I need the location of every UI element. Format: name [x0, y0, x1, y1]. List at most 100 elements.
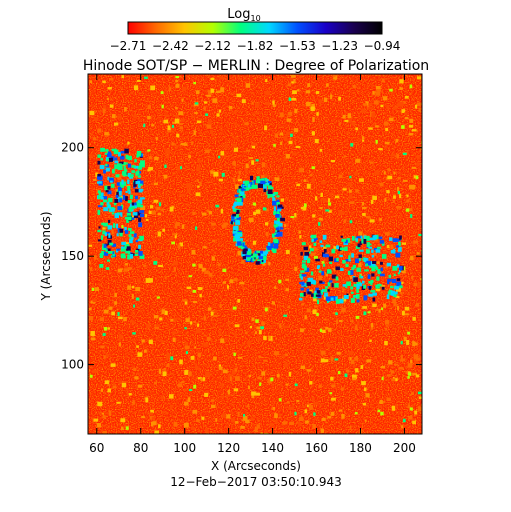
heatmap-cell: [316, 312, 319, 317]
x-tick-label: 80: [133, 441, 148, 455]
heatmap-cell: [186, 188, 191, 194]
heatmap-cell: [276, 202, 280, 206]
heatmap-cell: [371, 237, 376, 241]
heatmap-cell: [320, 192, 323, 198]
heatmap-cell: [158, 264, 163, 268]
heatmap-cell: [229, 80, 233, 83]
heatmap-cell: [298, 167, 304, 173]
heatmap-cell: [252, 258, 255, 262]
x-tick-label: 160: [305, 441, 328, 455]
heatmap-cell: [409, 118, 414, 123]
heatmap-cell: [264, 250, 269, 254]
heatmap-cell: [156, 336, 159, 340]
heatmap-cell: [115, 223, 119, 229]
heatmap-cell: [268, 335, 271, 340]
heatmap-cell: [395, 295, 400, 299]
heatmap-cell: [351, 267, 355, 270]
heatmap-cell: [358, 231, 363, 236]
heatmap-cell: [263, 359, 267, 362]
heatmap-cell: [379, 261, 383, 265]
heatmap-cell: [343, 219, 347, 223]
heatmap-cell: [408, 133, 414, 136]
heatmap-cell: [393, 273, 396, 277]
heatmap-cell: [206, 124, 212, 129]
heatmap-cell: [385, 327, 388, 331]
heatmap-cell: [265, 179, 269, 182]
heatmap-cell: [401, 242, 407, 245]
heatmap-cell: [378, 236, 383, 240]
heatmap-cell: [412, 316, 416, 321]
heatmap-cell: [164, 276, 167, 279]
heatmap-cell: [249, 325, 253, 329]
heatmap-cell: [184, 345, 190, 350]
heatmap-cell: [256, 424, 260, 429]
heatmap-cell: [368, 293, 374, 297]
heatmap-cell: [131, 237, 134, 240]
heatmap-cell: [387, 168, 391, 172]
heatmap-cell: [103, 105, 107, 110]
heatmap-cell: [221, 224, 227, 228]
heatmap-cell: [181, 224, 185, 229]
heatmap-cell: [294, 213, 297, 218]
heatmap-cell: [238, 356, 243, 359]
heatmap-cell: [398, 269, 402, 273]
heatmap-cell: [241, 260, 245, 264]
heatmap-cell: [299, 297, 303, 301]
heatmap-cell: [138, 222, 143, 228]
heatmap-cell: [215, 204, 220, 208]
heatmap-cell: [226, 414, 231, 419]
heatmap-cell: [393, 171, 396, 174]
heatmap-cell: [240, 188, 246, 191]
heatmap-cell: [363, 387, 367, 392]
heatmap-cell: [88, 261, 92, 265]
heatmap-cell: [273, 224, 279, 227]
chart-title: Hinode SOT/SP − MERLIN : Degree of Polar…: [83, 58, 429, 74]
heatmap-cell: [319, 207, 323, 210]
heatmap-cell: [153, 381, 158, 385]
heatmap-cell: [97, 205, 103, 208]
heatmap-cell: [271, 233, 275, 238]
heatmap-cell: [227, 321, 231, 325]
heatmap-cell: [287, 111, 293, 116]
heatmap-cell: [311, 131, 315, 136]
heatmap-cell: [352, 377, 357, 381]
heatmap-cell: [139, 180, 144, 185]
heatmap-cell: [374, 170, 380, 176]
heatmap-cell: [267, 181, 272, 184]
heatmap-cell: [172, 233, 176, 236]
heatmap-cell: [371, 307, 375, 311]
heatmap-cell: [373, 356, 377, 360]
heatmap-cell: [227, 389, 230, 395]
heatmap-cell: [197, 323, 200, 327]
heatmap-cell: [330, 197, 333, 200]
heatmap-cell: [276, 195, 280, 198]
heatmap-cell: [400, 355, 403, 360]
heatmap-cell: [299, 416, 304, 422]
heatmap-cell: [251, 184, 256, 189]
heatmap-cell: [255, 179, 259, 184]
heatmap-cell: [372, 253, 377, 256]
heatmap-cell: [212, 314, 218, 318]
heatmap-cell: [104, 152, 109, 155]
heatmap-cell: [245, 149, 251, 152]
heatmap-cell: [218, 109, 222, 113]
heatmap-cell: [366, 103, 370, 108]
heatmap-cell: [127, 216, 132, 221]
heatmap-cell: [344, 119, 349, 122]
heatmap-cell: [150, 421, 154, 427]
heatmap-cell: [309, 381, 313, 385]
heatmap-cell: [105, 231, 110, 234]
heatmap-cell: [134, 165, 139, 169]
heatmap-cell: [188, 154, 191, 159]
heatmap-cell: [363, 295, 367, 301]
heatmap-cell: [241, 197, 246, 202]
heatmap-cell: [350, 298, 355, 303]
heatmap-cell: [127, 179, 130, 185]
heatmap-cell: [206, 336, 211, 341]
heatmap-cell: [327, 416, 332, 419]
heatmap-cell: [416, 102, 421, 107]
heatmap-cell: [103, 327, 108, 331]
heatmap-cell: [304, 251, 310, 257]
heatmap-cell: [229, 279, 234, 284]
heatmap-cell: [321, 180, 326, 185]
